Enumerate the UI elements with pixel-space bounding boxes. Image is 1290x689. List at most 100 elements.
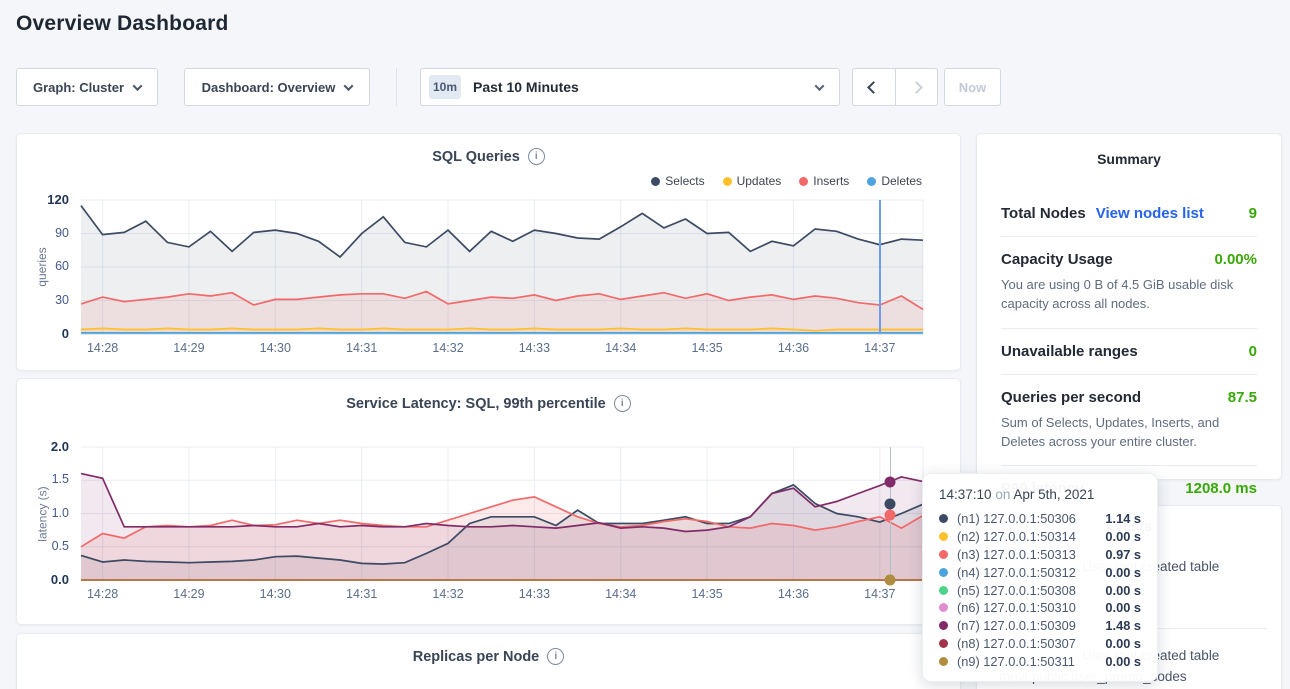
- sql-queries-chart-card: SQL Queries i SelectsUpdatesInsertsDelet…: [16, 133, 961, 371]
- tooltip-node-label: (n2) 127.0.0.1:50314: [957, 529, 1076, 544]
- node-color-dot: [939, 568, 948, 577]
- x-axis-tick: 14:28: [78, 587, 128, 601]
- node-color-dot: [939, 514, 948, 523]
- tooltip-node-label: (n3) 127.0.0.1:50313: [957, 547, 1076, 562]
- legend-dot-icon: [799, 177, 808, 186]
- x-axis-tick: 14:30: [250, 587, 300, 601]
- legend-item-updates[interactable]: Updates: [723, 174, 782, 188]
- time-range-picker[interactable]: 10m Past 10 Minutes: [420, 68, 840, 106]
- time-prev-button[interactable]: [853, 69, 895, 105]
- node-color-dot: [939, 621, 948, 630]
- replicas-per-node-chart-card: Replicas per Node i: [16, 633, 961, 689]
- tooltip-node-label: (n7) 127.0.0.1:50309: [957, 618, 1076, 633]
- graph-dropdown-label: Graph: Cluster: [33, 80, 124, 95]
- node-color-dot: [939, 657, 948, 666]
- node-color-dot: [939, 586, 948, 595]
- chart-title: Replicas per Node: [413, 649, 540, 665]
- chart-hover-point: [885, 499, 896, 510]
- summary-row-description: Sum of Selects, Updates, Inserts, and De…: [1001, 414, 1257, 452]
- x-axis-tick: 14:28: [78, 341, 128, 355]
- legend-dot-icon: [867, 177, 876, 186]
- node-color-dot: [939, 603, 948, 612]
- chart-hover-line: [879, 200, 881, 334]
- tooltip-node-label: (n9) 127.0.0.1:50311: [957, 654, 1075, 669]
- tooltip-node-label: (n1) 127.0.0.1:50306: [957, 511, 1076, 526]
- tooltip-node-value: 0.00 s: [1105, 583, 1141, 598]
- legend-item-deletes[interactable]: Deletes: [867, 174, 922, 188]
- page-title: Overview Dashboard: [16, 12, 229, 36]
- legend-label: Selects: [665, 174, 704, 188]
- tooltip-node-label: (n5) 127.0.0.1:50308: [957, 583, 1076, 598]
- view-nodes-list-link[interactable]: View nodes list: [1096, 205, 1204, 222]
- time-range-badge: 10m: [429, 75, 461, 99]
- service-latency-chart-card: Service Latency: SQL, 99th percentile i …: [16, 378, 961, 625]
- time-nav-group: [852, 68, 938, 106]
- tooltip-row: (n7) 127.0.0.1:50309 1.48 s: [939, 617, 1141, 635]
- x-axis-tick: 14:32: [423, 587, 473, 601]
- tooltip-time: 14:37:10: [939, 487, 992, 502]
- tooltip-node-label: (n8) 127.0.0.1:50307: [957, 636, 1076, 651]
- chevron-down-icon: [133, 81, 143, 91]
- chart-card-0-plot-area[interactable]: [81, 200, 923, 334]
- tooltip-node-value: 1.14 s: [1105, 511, 1141, 526]
- chart-hover-point: [885, 476, 896, 487]
- chart-title: Service Latency: SQL, 99th percentile: [346, 396, 606, 412]
- x-axis-tick: 14:37: [855, 587, 905, 601]
- tooltip-row: (n6) 127.0.0.1:503100.00 s: [939, 599, 1141, 617]
- x-axis-tick: 14:32: [423, 341, 473, 355]
- time-next-button[interactable]: [895, 69, 937, 105]
- summary-row-value: 0: [1249, 343, 1257, 360]
- y-axis-label: queries: [35, 200, 51, 334]
- summary-heading: Summary: [1001, 134, 1257, 167]
- chevron-down-icon: [344, 81, 354, 91]
- legend-item-inserts[interactable]: Inserts: [799, 174, 849, 188]
- summary-row-value: 9: [1249, 205, 1257, 222]
- now-button[interactable]: Now: [944, 68, 1001, 106]
- tooltip-node-value: 0.00 s: [1105, 529, 1141, 544]
- summary-row-label: Queries per second: [1001, 389, 1141, 406]
- x-axis-tick: 14:33: [509, 587, 559, 601]
- tooltip-node-value: 0.00 s: [1105, 565, 1141, 580]
- summary-row-description: You are using 0 B of 4.5 GiB usable disk…: [1001, 276, 1257, 314]
- legend-dot-icon: [723, 177, 732, 186]
- tooltip-node-label: (n6) 127.0.0.1:50310: [957, 600, 1076, 615]
- info-icon[interactable]: i: [547, 648, 564, 665]
- x-axis-tick: 14:35: [682, 587, 732, 601]
- tooltip-row: (n1) 127.0.0.1:50306 1.14 s: [939, 510, 1141, 528]
- tooltip-node-value: 1.48 s: [1105, 618, 1141, 633]
- tooltip-date: Apr 5th, 2021: [1013, 487, 1094, 502]
- summary-row-label: Capacity Usage: [1001, 251, 1113, 268]
- summary-row-value: 0.00%: [1214, 251, 1257, 268]
- chart-hover-point: [885, 510, 896, 521]
- legend-label: Deletes: [881, 174, 922, 188]
- x-axis-tick: 14:34: [596, 587, 646, 601]
- tooltip-node-value: 0.00 s: [1105, 654, 1141, 669]
- x-axis-tick: 14:36: [768, 341, 818, 355]
- info-icon[interactable]: i: [614, 395, 631, 412]
- x-axis-tick: 14:31: [337, 341, 387, 355]
- dashboard-dropdown-label: Dashboard: Overview: [202, 80, 336, 95]
- x-axis-tick: 14:30: [250, 341, 300, 355]
- tooltip-row: (n8) 127.0.0.1:503070.00 s: [939, 635, 1141, 653]
- node-color-dot: [939, 639, 948, 648]
- graph-dropdown[interactable]: Graph: Cluster: [16, 68, 158, 106]
- chart-hover-point: [885, 575, 896, 586]
- summary-row-value: 87.5: [1228, 389, 1257, 406]
- info-icon[interactable]: i: [528, 148, 545, 165]
- chevron-down-icon: [815, 81, 825, 91]
- summary-row-label: Unavailable ranges: [1001, 343, 1138, 360]
- chart-card-1-plot-area[interactable]: [81, 447, 923, 580]
- tooltip-row: (n9) 127.0.0.1:50311 0.00 s: [939, 652, 1141, 670]
- tooltip-row: (n2) 127.0.0.1:50314 0.00 s: [939, 528, 1141, 546]
- toolbar-divider: [396, 68, 397, 106]
- node-color-dot: [939, 550, 948, 559]
- summary-row-queries-per-second: Queries per second 87.5 Sum of Selects, …: [1001, 374, 1257, 466]
- tooltip-header: 14:37:10 on Apr 5th, 2021: [939, 487, 1141, 502]
- chart-hover-tooltip: 14:37:10 on Apr 5th, 2021 (n1) 127.0.0.1…: [922, 473, 1158, 682]
- tooltip-row: (n5) 127.0.0.1:50308 0.00 s: [939, 581, 1141, 599]
- tooltip-row: (n3) 127.0.0.1:503130.97 s: [939, 546, 1141, 564]
- chart-legend: Selects Updates Inserts Deletes: [651, 174, 922, 188]
- legend-item-selects[interactable]: Selects: [651, 174, 704, 188]
- x-axis-tick: 14:29: [164, 341, 214, 355]
- dashboard-dropdown[interactable]: Dashboard: Overview: [184, 68, 370, 106]
